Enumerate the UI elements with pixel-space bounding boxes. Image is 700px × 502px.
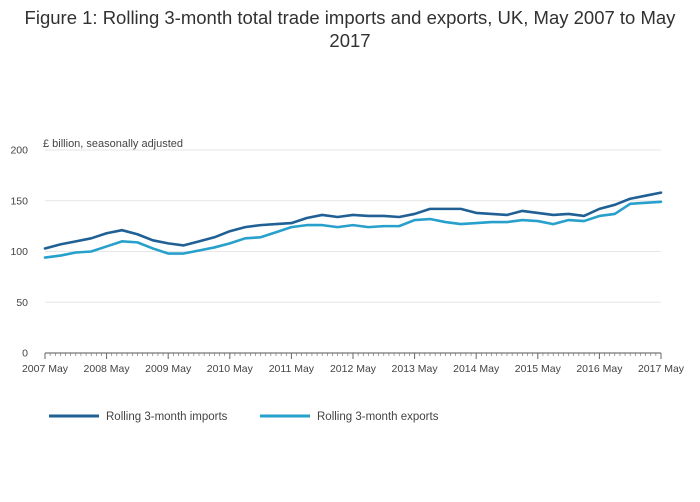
x-tick-label: 2012 May	[330, 363, 377, 375]
y-axis-unit-label: £ billion, seasonally adjusted	[43, 138, 183, 150]
series-line	[45, 202, 661, 258]
y-tick-label: 200	[10, 145, 28, 157]
x-tick-label: 2016 May	[576, 363, 623, 375]
y-tick-label: 50	[16, 297, 28, 309]
legend-label: Rolling 3-month imports	[106, 411, 228, 423]
y-tick-label: 100	[10, 246, 28, 258]
series-lines	[45, 193, 661, 258]
x-tick-label: 2017 May	[638, 363, 685, 375]
y-tick-label: 0	[22, 348, 28, 360]
x-tick-label: 2013 May	[392, 363, 439, 375]
y-tick-label: 150	[10, 195, 28, 207]
x-tick-label: 2015 May	[515, 363, 562, 375]
axes: 0 50 100 150 200 2007 May 2008 May 2009 May 2010…	[10, 145, 684, 376]
legend: Rolling 3-month imports Rolling 3-month e…	[49, 411, 439, 423]
legend-label: Rolling 3-month exports	[317, 411, 439, 423]
x-tick-label: 2011 May	[269, 363, 315, 375]
x-tick-label: 2010 May	[207, 363, 254, 375]
x-tick-label: 2009 May	[145, 363, 192, 375]
x-tick-label: 2014 May	[453, 363, 500, 375]
x-tick-label: 2008 May	[84, 363, 131, 375]
x-tick-label: 2007 May	[22, 363, 69, 375]
